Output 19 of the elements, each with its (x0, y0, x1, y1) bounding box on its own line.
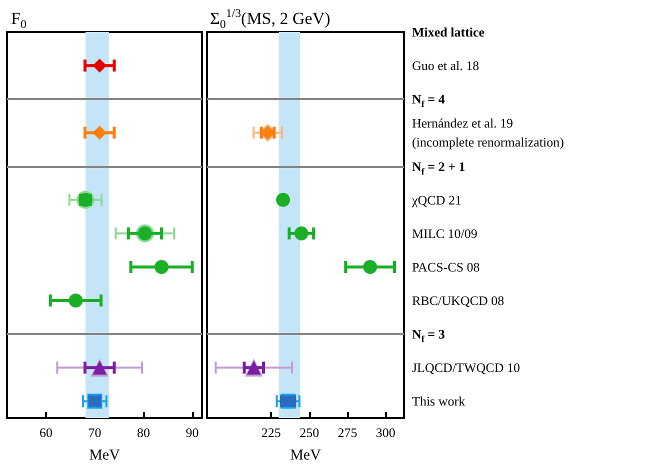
x-tick-label: 90 (186, 425, 199, 440)
y-tick-label: Hernández et al. 19 (incomplete renormalization) (412, 116, 564, 150)
y-tick-label: Mixed lattice (412, 24, 485, 40)
y-tick-label: χQCD 21 (411, 192, 462, 208)
x-axis-title: MeV (89, 448, 120, 464)
x-tick-label: 70 (88, 425, 102, 440)
y-tick-label: JLQCD/TWQCD 10 (412, 360, 520, 376)
x-tick-label: 60 (40, 425, 52, 440)
x-tick-label: 275 (338, 425, 358, 440)
x-tick-label: 300 (376, 425, 396, 440)
x-axis-title: MeV (290, 448, 322, 464)
y-tick-label: This work (412, 394, 466, 409)
y-tick-label: PACS-CS 08 (412, 259, 480, 274)
y-tick-label: Guo et al. 18 (412, 58, 480, 74)
y-tick-label: MILC 10/09 (412, 226, 478, 241)
x-tick-label: 225 (261, 425, 281, 440)
x-tick-label: 250 (300, 425, 320, 440)
x-tick-label: 80 (137, 425, 150, 440)
y-tick-label: RBC/UKQCD 08 (412, 293, 504, 308)
